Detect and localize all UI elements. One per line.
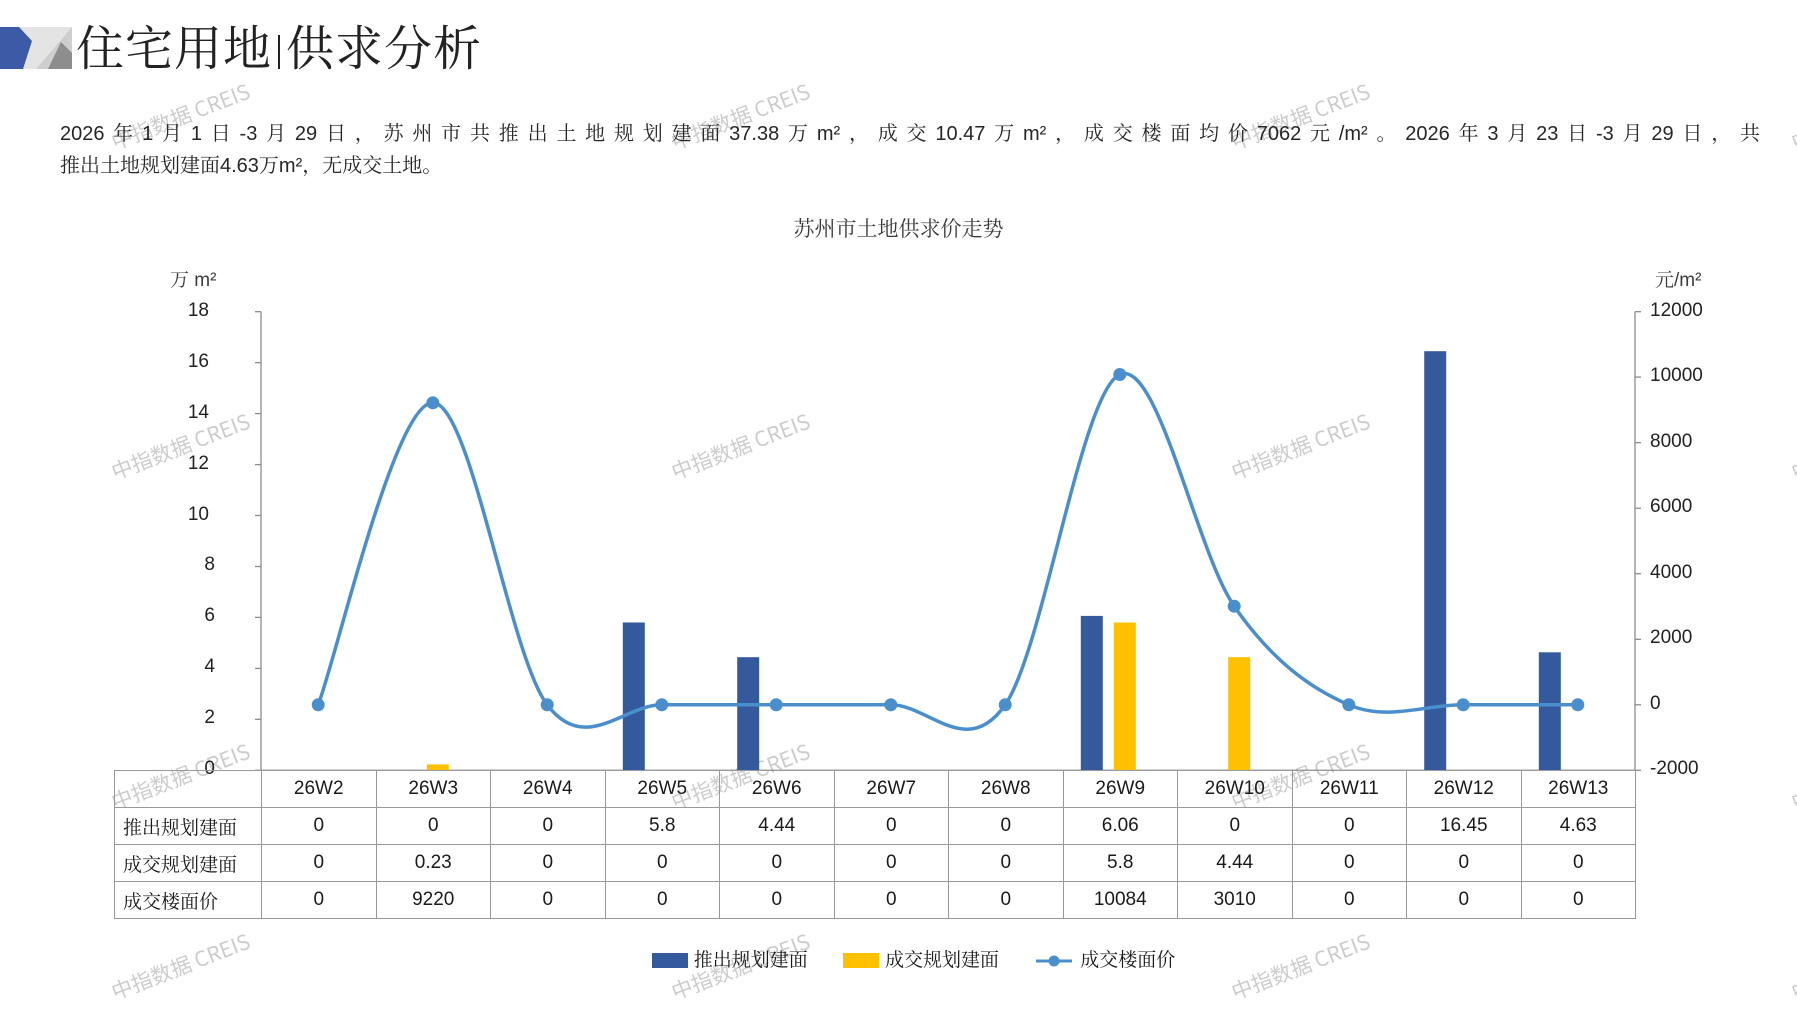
- svg-text:中指数据 CREIS: 中指数据 CREIS: [1787, 76, 1797, 157]
